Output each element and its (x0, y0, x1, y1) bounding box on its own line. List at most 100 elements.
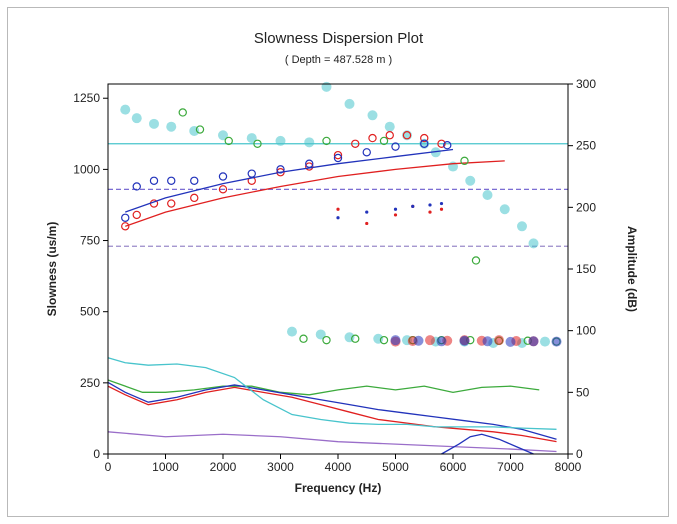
x-tick-label: 3000 (267, 460, 294, 474)
data-point (437, 139, 446, 148)
data-point (275, 135, 286, 146)
data-point (333, 153, 343, 163)
reference-lines (108, 143, 568, 247)
data-point (322, 335, 331, 345)
data-point (482, 190, 493, 200)
data-point (218, 130, 228, 141)
data-point (218, 185, 228, 194)
data-point (322, 136, 331, 146)
data-point (428, 203, 432, 207)
data-point (428, 210, 432, 214)
x-tick-label: 2000 (210, 460, 237, 474)
data-point (494, 335, 504, 346)
data-point (393, 207, 398, 211)
series-layer (107, 81, 562, 455)
data-point (336, 207, 340, 211)
series-10 (336, 204, 444, 226)
data-point (551, 336, 562, 347)
data-point (299, 334, 308, 343)
data-point (528, 238, 539, 249)
series-13 (107, 381, 557, 440)
series-11 (336, 201, 444, 220)
x-axis-label: Frequency (Hz) (295, 481, 382, 495)
data-point (384, 121, 395, 132)
data-point (305, 162, 314, 171)
data-point (178, 108, 187, 117)
data-point (411, 204, 415, 208)
data-point (439, 207, 444, 211)
data-point (305, 159, 314, 168)
data-point (246, 133, 257, 144)
data-point (368, 133, 377, 143)
data-point (344, 98, 355, 109)
series-16 (107, 431, 557, 453)
y-tick-label: 0 (93, 447, 100, 461)
chart-subtitle: ( Depth = 487.528 m ) (284, 54, 393, 66)
y2-tick-label: 250 (576, 139, 596, 153)
data-point (195, 125, 205, 134)
data-point (540, 336, 550, 347)
data-point (287, 326, 297, 337)
y-tick-label: 750 (80, 234, 100, 248)
data-point (528, 336, 539, 347)
data-point (218, 172, 228, 181)
data-point (379, 335, 389, 345)
plot-area (107, 83, 569, 455)
series-14 (107, 385, 557, 443)
data-point (430, 147, 441, 158)
series-5 (178, 108, 481, 265)
data-point (505, 336, 516, 347)
series-line (441, 433, 534, 455)
y2-tick-label: 50 (576, 385, 590, 399)
series-line (125, 148, 454, 213)
series-15 (107, 357, 557, 430)
x-tick-label: 4000 (325, 460, 352, 474)
data-point (149, 118, 159, 129)
data-point (390, 335, 401, 346)
data-point (167, 176, 176, 185)
data-point (443, 140, 452, 150)
x-tick-label: 8000 (555, 460, 582, 474)
data-point (391, 142, 400, 151)
data-point (385, 131, 394, 140)
data-point (321, 81, 332, 92)
data-point (132, 182, 141, 191)
x-tick-label: 6000 (440, 460, 467, 474)
series-1 (121, 131, 446, 231)
y2-tick-label: 150 (576, 262, 596, 276)
series-9 (390, 335, 562, 347)
x-tick-label: 7000 (497, 460, 524, 474)
y2-axis-label: Amplitude (dB) (625, 226, 639, 312)
data-point (351, 139, 360, 148)
series-line (107, 381, 557, 440)
data-point (190, 193, 199, 203)
data-point (413, 335, 424, 346)
data-point (420, 139, 429, 148)
series-line (107, 431, 557, 453)
series-line (125, 160, 505, 227)
data-point (253, 139, 262, 148)
data-point (482, 336, 493, 347)
data-point (460, 156, 469, 166)
data-point (402, 131, 412, 140)
data-point (517, 221, 527, 232)
y-tick-label: 250 (80, 376, 100, 390)
y2-tick-label: 300 (576, 77, 596, 91)
y2-tick-label: 100 (576, 324, 596, 338)
data-point (132, 210, 141, 220)
data-point (465, 175, 476, 186)
y-tick-label: 1250 (73, 91, 100, 105)
data-point (315, 329, 326, 340)
y-axis-label: Slowness (us/m) (45, 222, 59, 317)
data-point (425, 335, 435, 346)
data-point (224, 136, 233, 146)
x-tick-label: 5000 (382, 460, 409, 474)
data-point (166, 121, 177, 132)
data-point (167, 199, 176, 208)
series-3 (125, 160, 505, 227)
data-point (367, 110, 378, 121)
data-point (121, 213, 130, 222)
y2-tick-label: 0 (576, 447, 583, 461)
data-point (362, 148, 371, 157)
series-line (107, 357, 557, 430)
